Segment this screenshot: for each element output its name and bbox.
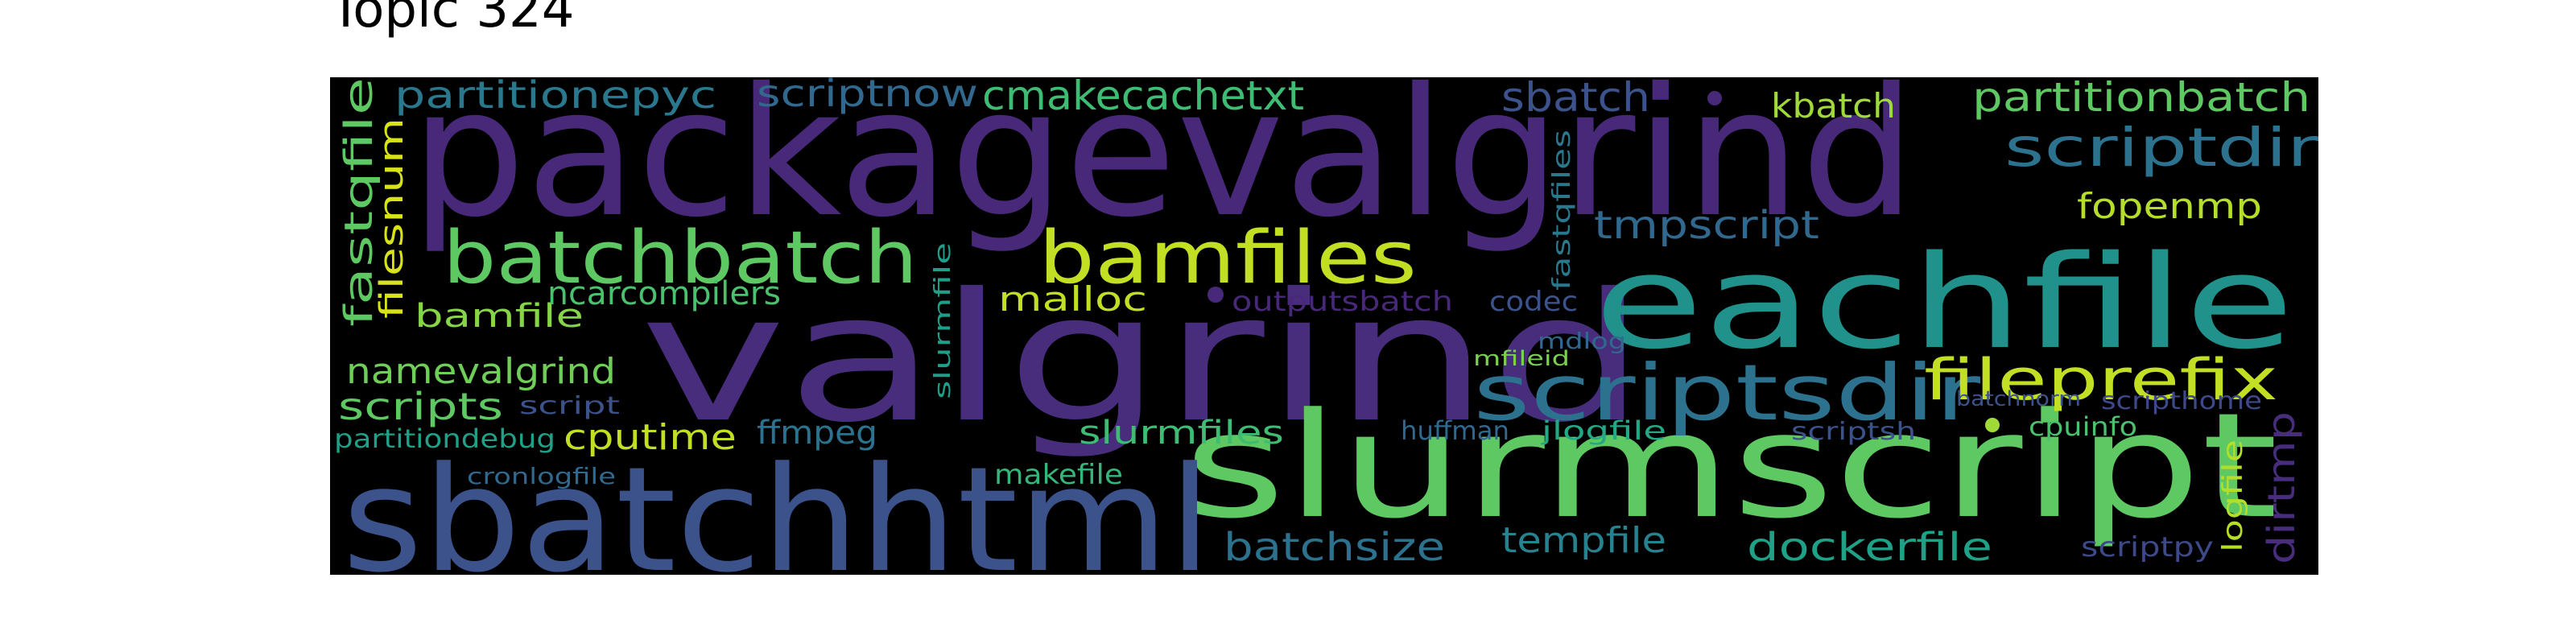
cloud-word-packagevalgrind: packagevalgrind xyxy=(411,77,1916,256)
cloud-word-slurmscript: slurmscript xyxy=(1183,382,2278,551)
cloud-word-ncarcompilers: ncarcompilers xyxy=(547,275,781,312)
cloud-word-jlogfile: jlogfile xyxy=(1541,415,1666,446)
cloud-word-batchsize: batchsize xyxy=(1224,525,1445,570)
cloud-word-scripthome: scripthome xyxy=(2101,387,2262,415)
cloud-word-batchbatch: batchbatch xyxy=(443,216,918,300)
cloud-word-cputime: cputime xyxy=(564,417,737,458)
cloud-word-scripts: scripts xyxy=(338,385,503,428)
cloud-word-fileprefix: fileprefix xyxy=(1924,347,2278,413)
cloud-word-mfileid: mfileid xyxy=(1473,347,1570,371)
cloud-word-fastqfiles: fastqfiles xyxy=(1548,130,1576,291)
cloud-word-sbatch: sbatch xyxy=(1501,77,1650,121)
cloud-word-tempfile: tempfile xyxy=(1501,520,1666,561)
cloud-word-valgrind: valgrind xyxy=(640,255,1646,461)
cloud-word-scriptsh: scriptsh xyxy=(1791,418,1916,446)
cloud-word-script: script xyxy=(519,392,620,420)
cloud-word-makefile: makefile xyxy=(994,459,1123,491)
cloud-word-namevalgrind: namevalgrind xyxy=(346,351,616,392)
cloud-word-tmpscript: tmpscript xyxy=(1594,203,1819,248)
cloud-word-partitiondebug: partitiondebug xyxy=(334,423,555,454)
cloud-word-bamfiles: bamfiles xyxy=(1038,216,1417,300)
cloud-word-dirtmp: dirtmp xyxy=(2260,411,2303,564)
cloud-word-kbatch: kbatch xyxy=(1771,86,1896,126)
cloud-word-eachfile: eachfile xyxy=(1594,227,2294,378)
page-title: Topic 324 xyxy=(330,0,575,39)
cloud-word-fopenmp: fopenmp xyxy=(2077,186,2262,227)
cloud-word-bamfile: bamfile xyxy=(415,298,584,335)
cloud-word-outputsbatch: outputsbatch xyxy=(1232,286,1453,318)
cloud-word-malloc: malloc xyxy=(998,279,1147,319)
cloud-word-sbatchhtml: sbatchhtml xyxy=(342,436,1212,575)
cloud-word-cmakecachetxt: cmakecachetxt xyxy=(982,77,1304,119)
cloud-word-scriptdir: scriptdir xyxy=(2004,117,2318,179)
cloud-word-batchnorm: batchnorm xyxy=(1956,387,2081,411)
cloud-dot xyxy=(1707,91,1722,105)
cloud-word-dockerfile: dockerfile xyxy=(1747,525,1992,570)
cloud-word-fastqfile: fastqfile xyxy=(336,77,382,327)
cloud-dot xyxy=(1985,418,2000,432)
cloud-dot xyxy=(1208,287,1224,303)
word-cloud: packagevalgrind valgrind eachfile slurmscri… xyxy=(330,77,2318,575)
cloud-word-huffman: huffman xyxy=(1401,415,1509,446)
cloud-word-filesnum: filesnum xyxy=(374,118,411,319)
cloud-word-codec: codec xyxy=(1489,286,1578,318)
cloud-word-cpuinfo: cpuinfo xyxy=(2029,411,2137,442)
cloud-word-ffmpeg: ffmpeg xyxy=(757,415,877,452)
cloud-word-scriptpy: scriptpy xyxy=(2081,531,2214,564)
cloud-word-slurmfiles: slurmfiles xyxy=(1079,415,1284,452)
cloud-word-partitionbatch: partitionbatch xyxy=(1972,77,2310,121)
cloud-word-partitionepyc: partitionepyc xyxy=(394,77,716,117)
cloud-word-logfile: logfile xyxy=(2217,440,2249,552)
cloud-word-slurmfile: slurmfile xyxy=(929,242,956,399)
cloud-word-mdlog: mdlog xyxy=(1538,328,1626,354)
cloud-word-scriptnow: scriptnow xyxy=(757,77,978,115)
word-cloud-canvas: packagevalgrindvalgrindeachfileslurmscri… xyxy=(334,77,2318,575)
cloud-word-cronlogfile: cronlogfile xyxy=(467,463,616,489)
cloud-word-scriptsdir: scriptsdir xyxy=(1473,348,1981,438)
